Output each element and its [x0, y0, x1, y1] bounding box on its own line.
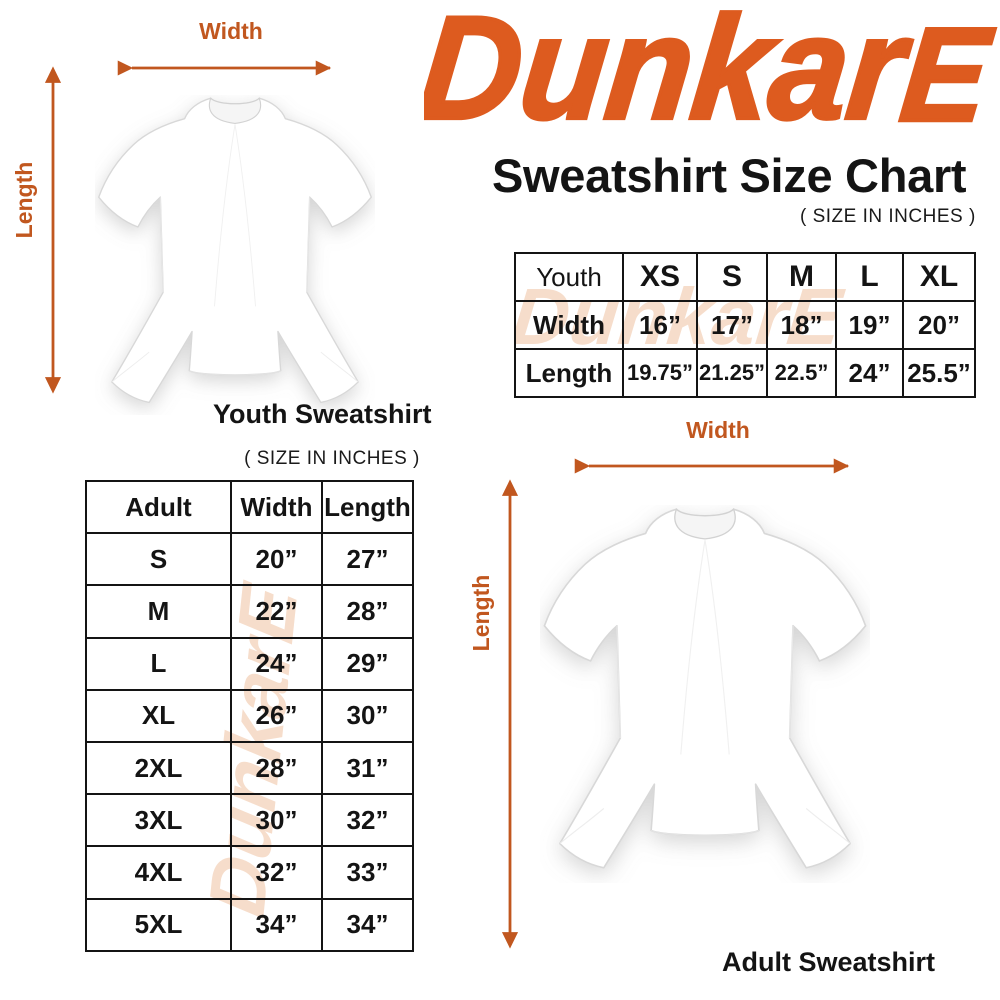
svg-text:DunkarE: DunkarE — [424, 0, 1000, 150]
